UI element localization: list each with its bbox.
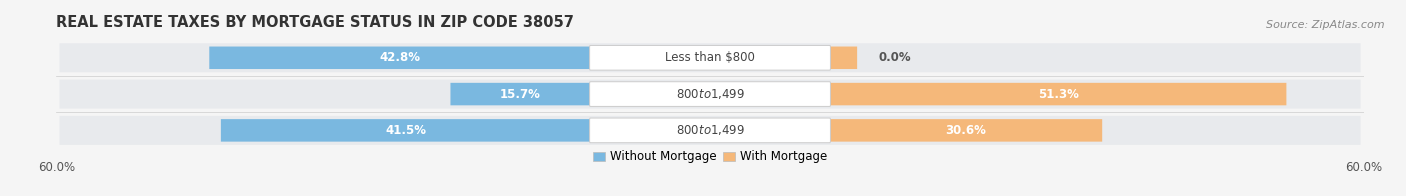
Text: Less than $800: Less than $800 (665, 51, 755, 64)
Text: 15.7%: 15.7% (501, 88, 541, 101)
Text: Source: ZipAtlas.com: Source: ZipAtlas.com (1267, 20, 1385, 30)
FancyBboxPatch shape (209, 46, 591, 69)
FancyBboxPatch shape (830, 119, 1102, 142)
FancyBboxPatch shape (589, 82, 831, 106)
FancyBboxPatch shape (830, 83, 1286, 105)
Text: 41.5%: 41.5% (385, 124, 426, 137)
Text: 51.3%: 51.3% (1038, 88, 1078, 101)
Text: 42.8%: 42.8% (380, 51, 420, 64)
FancyBboxPatch shape (589, 45, 831, 70)
FancyBboxPatch shape (59, 43, 1361, 72)
Legend: Without Mortgage, With Mortgage: Without Mortgage, With Mortgage (588, 146, 832, 168)
FancyBboxPatch shape (450, 83, 591, 105)
FancyBboxPatch shape (59, 80, 1361, 109)
Text: $800 to $1,499: $800 to $1,499 (675, 123, 745, 137)
Text: 30.6%: 30.6% (946, 124, 987, 137)
FancyBboxPatch shape (830, 46, 858, 69)
FancyBboxPatch shape (221, 119, 591, 142)
FancyBboxPatch shape (59, 116, 1361, 145)
Text: REAL ESTATE TAXES BY MORTGAGE STATUS IN ZIP CODE 38057: REAL ESTATE TAXES BY MORTGAGE STATUS IN … (56, 15, 574, 30)
Text: 0.0%: 0.0% (879, 51, 911, 64)
FancyBboxPatch shape (589, 118, 831, 143)
Text: $800 to $1,499: $800 to $1,499 (675, 87, 745, 101)
